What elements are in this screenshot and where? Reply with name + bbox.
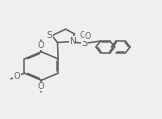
Text: O: O bbox=[38, 41, 45, 50]
Text: O: O bbox=[38, 82, 45, 91]
Text: O: O bbox=[14, 72, 20, 81]
Text: O: O bbox=[79, 31, 86, 40]
Text: N: N bbox=[69, 37, 76, 46]
Text: S: S bbox=[47, 31, 52, 40]
Text: O: O bbox=[85, 32, 91, 41]
Text: S: S bbox=[81, 38, 87, 48]
